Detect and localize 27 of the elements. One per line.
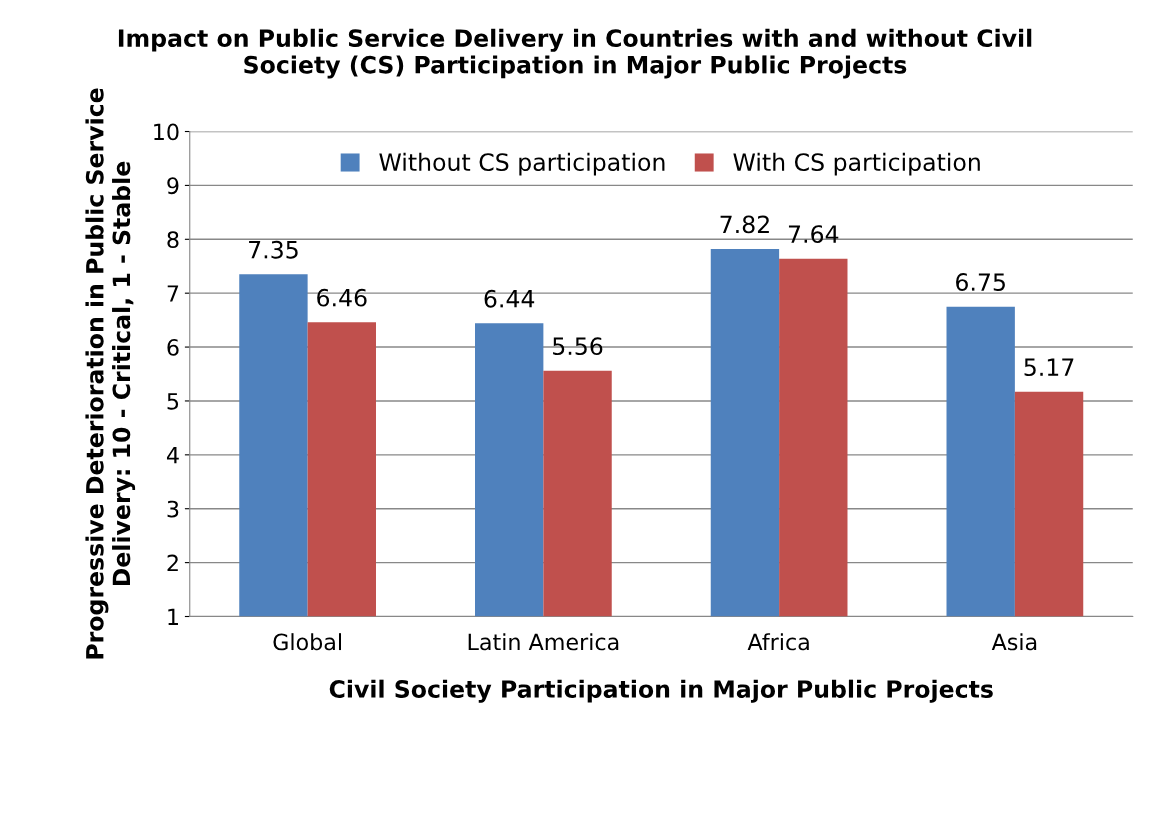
legend-label: Without CS participation — [379, 152, 665, 176]
y-tick-label: 8 — [167, 231, 179, 249]
data-label: 6.44 — [484, 289, 535, 308]
y-tick-label: 1 — [168, 608, 178, 625]
data-label: 7.35 — [249, 240, 298, 259]
y-tick-label: 6 — [167, 339, 179, 356]
data-label: 6.75 — [956, 273, 1005, 291]
y-tick-label: 10 — [154, 123, 179, 141]
data-label: 7.82 — [720, 215, 769, 234]
y-tick-label: 3 — [167, 500, 179, 518]
data-label: 5.56 — [553, 337, 603, 356]
data-label: 7.64 — [788, 225, 839, 244]
x-tick-label: Africa — [747, 633, 809, 651]
data-label: 6.46 — [317, 288, 367, 307]
data-label: 5.17 — [1024, 358, 1074, 377]
y-tick-label: 7 — [167, 285, 179, 302]
y-tick-label: 4 — [166, 447, 179, 464]
y-tick-label: 5 — [167, 393, 179, 410]
x-axis-title: Civil Society Participation in Major Public Projects — [329, 679, 993, 703]
chart-title: Impact on Public Service Delivery in Countries with and without Civil Society (CS) Participation in Major Public Projects — [118, 28, 1032, 79]
y-tick-label: 9 — [167, 177, 179, 195]
x-tick-label: Latin America — [468, 633, 619, 651]
x-tick-label: Asia — [991, 633, 1037, 651]
legend-label: With CS participation — [733, 152, 980, 176]
y-tick-label: 2 — [167, 554, 178, 572]
x-tick-label: Global — [273, 633, 341, 651]
y-axis-title: Progressive Deterioration in Public Service Delivery: 10 - Critical, 1 - Stable — [85, 88, 136, 659]
